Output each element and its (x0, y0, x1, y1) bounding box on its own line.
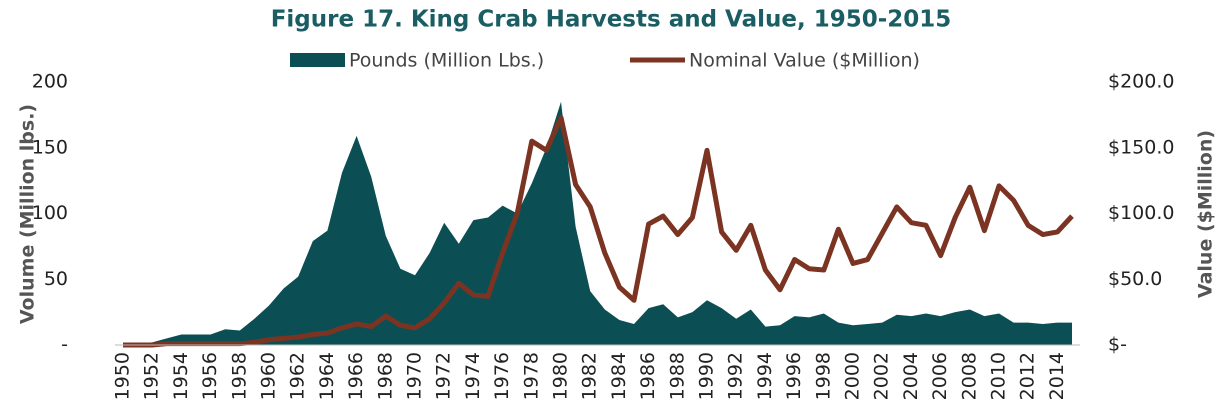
legend-label: Nominal Value ($Million) (689, 50, 920, 72)
x-tick-label: 1998 (812, 352, 834, 400)
x-tick-label: 1972 (433, 352, 455, 400)
y2-tick-label: $150.0 (1108, 136, 1174, 158)
y2-tick-label: $100.0 (1108, 202, 1174, 224)
x-tick-label: 1986 (637, 352, 659, 400)
x-tick-label: 1962 (287, 352, 309, 400)
x-tick-label: 1982 (579, 352, 601, 400)
x-tick-label: 1968 (374, 352, 396, 400)
x-tick-label: 1996 (783, 352, 805, 400)
y-tick-label: - (61, 334, 68, 356)
x-tick-label: 1976 (491, 352, 513, 400)
x-tick-label: 1954 (170, 352, 192, 400)
y-tick-label: 50 (44, 268, 68, 290)
line (123, 115, 1074, 348)
x-tick-label: 1974 (462, 352, 484, 400)
x-tick-label: 1992 (725, 352, 747, 400)
x-tick-label: 2002 (871, 352, 893, 400)
x-tick-label: 1984 (608, 352, 630, 400)
y2-tick-label: $200.0 (1108, 71, 1174, 93)
x-tick-label: 2000 (842, 352, 864, 400)
x-tick-label: 2004 (900, 352, 922, 400)
x-tick-label: 1966 (345, 352, 367, 400)
legend-label: Pounds (Million Lbs.) (349, 50, 544, 72)
x-tick-label: 1958 (228, 352, 250, 400)
x-tick-label: 1990 (696, 352, 718, 400)
x-tick-label: 2008 (958, 352, 980, 400)
y2-tick-label: $50.0 (1108, 268, 1162, 290)
x-tick-label: 2014 (1046, 352, 1068, 400)
x-tick-label: 1978 (520, 352, 542, 400)
x-tick-label: 2010 (988, 352, 1010, 400)
area (123, 101, 1072, 345)
x-tick-label: 1994 (754, 352, 776, 400)
chart-title: Figure 17. King Crab Harvests and Value,… (271, 7, 952, 33)
x-tick-label: 1988 (666, 352, 688, 400)
y-axis-title: Volume (Million lbs.) (17, 104, 39, 324)
x-tick-label: 1950 (112, 352, 134, 400)
legend-swatch (290, 53, 345, 67)
x-tick-label: 1980 (550, 352, 572, 400)
x-tick-label: 2012 (1017, 352, 1039, 400)
x-tick-label: 1960 (258, 352, 280, 400)
x-tick-label: 1952 (141, 352, 163, 400)
y-tick-label: 200 (32, 71, 68, 93)
y-tick-label: 150 (32, 136, 68, 158)
x-tick-label: 1956 (199, 352, 221, 400)
y2-tick-label: $- (1108, 334, 1127, 356)
y-tick-label: 100 (32, 202, 68, 224)
x-tick-label: 1964 (316, 352, 338, 400)
y2-axis-title: Value ($Million) (1195, 130, 1217, 298)
x-tick-label: 1970 (404, 352, 426, 400)
x-tick-label: 2006 (929, 352, 951, 400)
